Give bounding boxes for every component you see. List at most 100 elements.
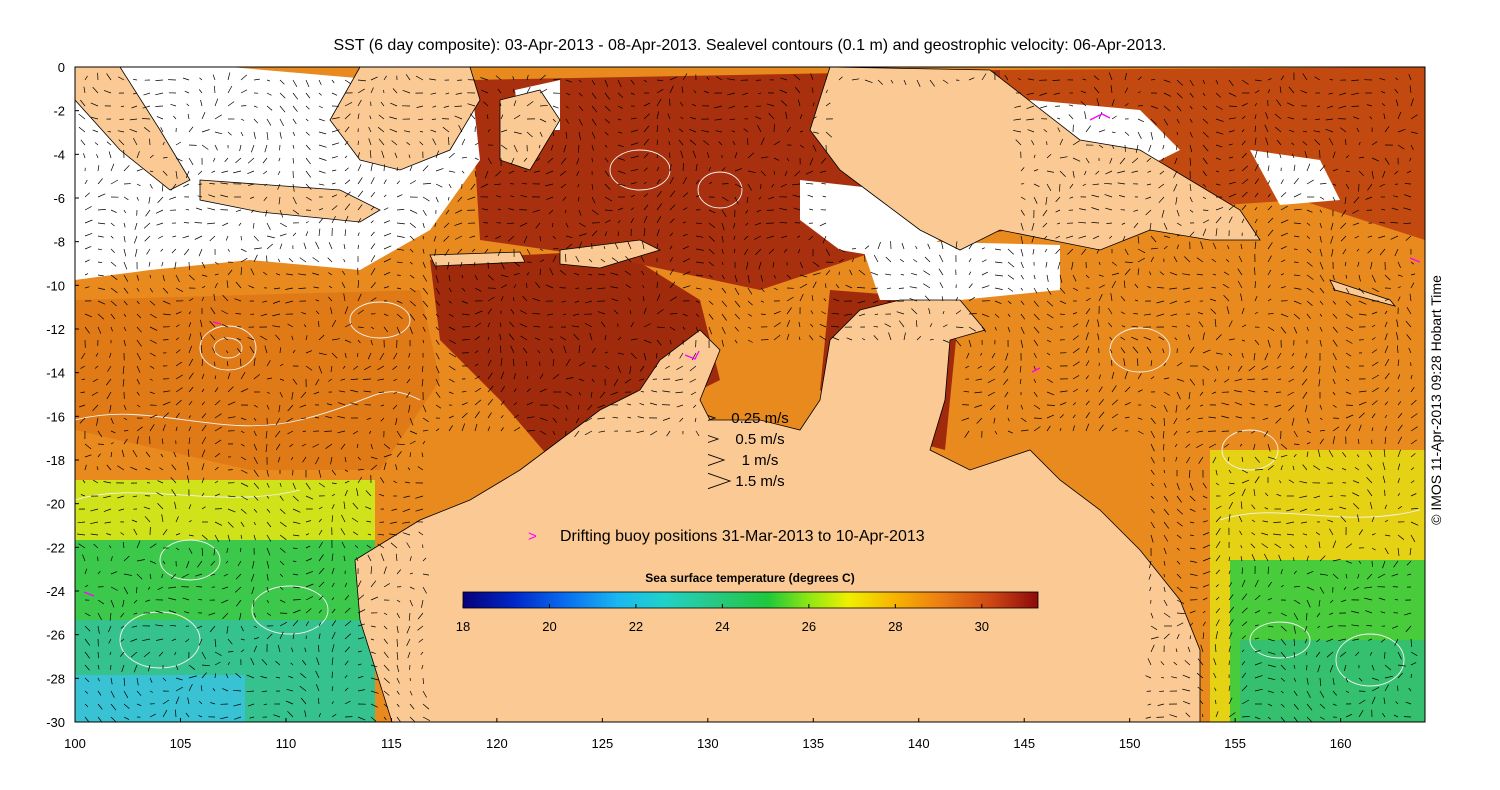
velocity-arrow	[340, 528, 346, 536]
velocity-arrow	[133, 612, 138, 615]
velocity-arrow	[1176, 79, 1184, 86]
velocity-arrow	[617, 220, 621, 224]
velocity-arrow	[1202, 118, 1209, 124]
velocity-arrow	[136, 196, 139, 201]
velocity-arrow	[1341, 467, 1347, 471]
velocity-arrow	[1124, 131, 1130, 136]
velocity-arrow	[214, 413, 222, 419]
velocity-arrow	[298, 287, 307, 289]
velocity-arrow	[122, 541, 125, 549]
velocity-arrow	[495, 195, 502, 198]
velocity-arrow	[378, 138, 385, 146]
velocity-arrow	[251, 586, 255, 595]
velocity-arrow	[734, 274, 738, 283]
velocity-arrow	[1174, 157, 1178, 165]
velocity-arrow	[1150, 118, 1157, 126]
velocity-arrow	[97, 287, 106, 290]
velocity-arrow	[1318, 365, 1321, 374]
velocity-arrow	[721, 167, 726, 172]
velocity-arrow	[643, 307, 647, 315]
velocity-arrow	[1046, 365, 1052, 370]
velocity-arrow	[188, 157, 194, 166]
velocity-arrow	[1241, 469, 1248, 474]
velocity-arrow	[1319, 703, 1326, 709]
velocity-arrow	[1326, 638, 1334, 643]
velocity-arrow	[1330, 599, 1334, 604]
velocity-arrow	[1200, 644, 1204, 653]
velocity-arrow	[159, 467, 164, 471]
velocity-arrow	[460, 261, 463, 268]
velocity-arrow	[1228, 632, 1233, 640]
velocity-arrow	[1370, 261, 1373, 270]
velocity-arrow	[106, 73, 112, 81]
velocity-arrow	[275, 660, 281, 666]
velocity-arrow	[370, 625, 376, 628]
velocity-arrow	[344, 113, 351, 120]
velocity-arrow	[214, 114, 222, 120]
velocity-arrow	[292, 118, 297, 125]
velocity-arrow	[110, 664, 112, 670]
velocity-arrow	[1291, 142, 1295, 146]
velocity-arrow	[1020, 313, 1026, 320]
velocity-arrow	[650, 430, 658, 436]
velocity-arrow	[240, 267, 243, 276]
velocity-arrow	[194, 235, 203, 240]
velocity-arrow	[565, 222, 569, 228]
velocity-arrow	[1228, 92, 1237, 97]
velocity-arrow	[161, 573, 164, 579]
velocity-arrow	[370, 76, 378, 81]
velocity-arrow	[1280, 205, 1288, 211]
velocity-arrow	[1319, 313, 1323, 317]
velocity-arrow	[760, 274, 763, 282]
velocity-arrow	[93, 543, 99, 549]
velocity-arrow	[1319, 196, 1325, 200]
velocity-arrow	[656, 229, 660, 237]
velocity-arrow	[1020, 235, 1024, 244]
velocity-arrow	[461, 339, 470, 341]
velocity-arrow	[708, 181, 713, 185]
velocity-arrow	[222, 688, 229, 692]
velocity-arrow	[487, 426, 491, 432]
velocity-arrow	[1137, 268, 1140, 276]
velocity-arrow	[279, 508, 286, 515]
velocity-arrow	[1306, 703, 1313, 711]
velocity-arrow	[1059, 274, 1063, 283]
velocity-arrow	[214, 144, 218, 151]
velocity-arrow	[578, 378, 585, 382]
velocity-arrow	[643, 167, 648, 172]
velocity-arrow	[383, 164, 385, 172]
velocity-arrow	[1267, 229, 1274, 237]
velocity-arrow	[981, 73, 987, 81]
velocity-arrow	[201, 285, 206, 289]
velocity-arrow	[1228, 514, 1231, 523]
velocity-arrow	[1189, 622, 1194, 627]
velocity-arrow	[1176, 573, 1182, 579]
velocity-arrow	[331, 657, 334, 666]
velocity-arrow	[214, 673, 216, 679]
velocity-arrow	[344, 582, 348, 588]
velocity-arrow	[1046, 274, 1049, 282]
velocity-arrow	[1397, 463, 1401, 471]
velocity-arrow	[186, 103, 190, 107]
velocity-arrow	[351, 517, 359, 523]
velocity-arrow	[409, 452, 412, 458]
velocity-arrow	[1293, 248, 1298, 250]
velocity-arrow	[545, 183, 554, 187]
velocity-arrow	[448, 300, 452, 304]
velocity-arrow	[144, 235, 151, 242]
velocity-arrow	[344, 306, 349, 315]
velocity-arrow	[331, 515, 334, 523]
velocity-arrow	[1228, 204, 1236, 211]
velocity-arrow	[779, 207, 788, 211]
velocity-arrow	[403, 130, 411, 133]
velocity-arrow	[870, 271, 879, 276]
velocity-arrow	[220, 194, 229, 198]
velocity-arrow	[110, 442, 114, 445]
velocity-arrow	[675, 391, 684, 394]
velocity-arrow	[246, 690, 255, 693]
velocity-arrow	[344, 646, 350, 653]
velocity-arrow	[96, 466, 99, 471]
velocity-arrow	[149, 313, 157, 319]
velocity-arrow	[690, 391, 697, 396]
velocity-arrow	[357, 99, 362, 107]
